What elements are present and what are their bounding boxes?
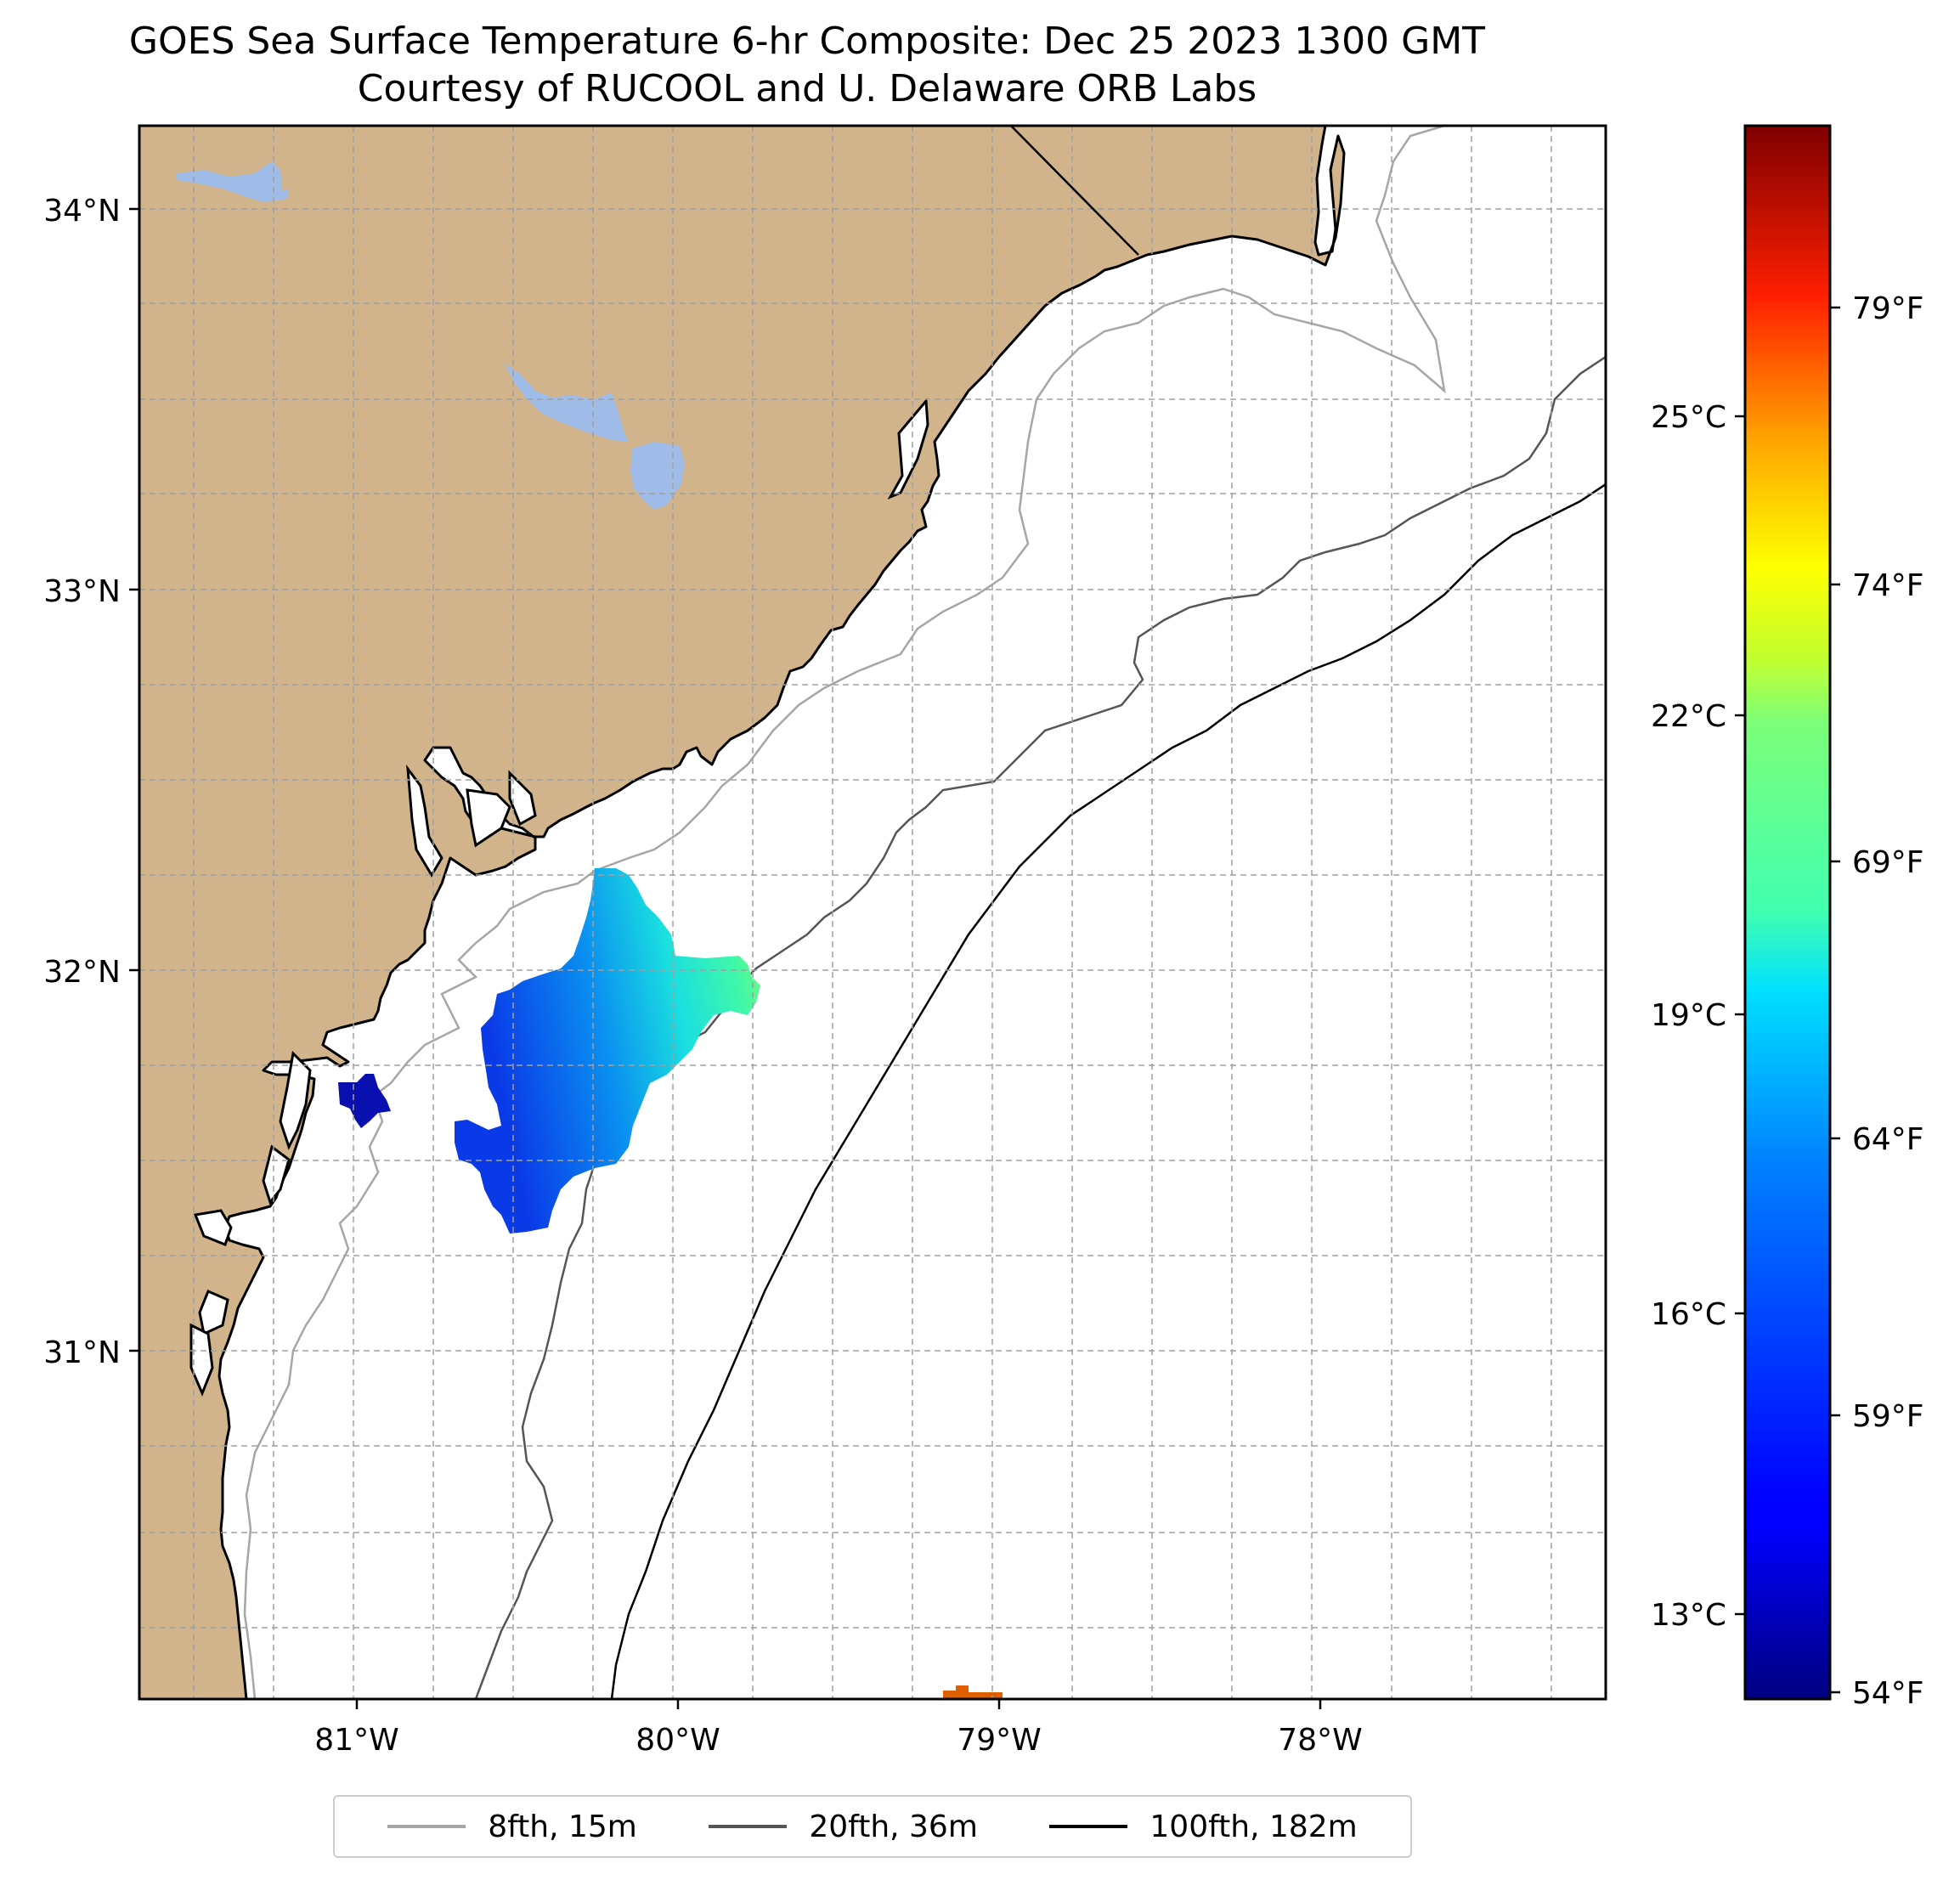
sst-patch-cold bbox=[338, 1074, 391, 1128]
colorbar bbox=[1743, 124, 1832, 1701]
colorbar-label-c-13: 13°C bbox=[1651, 1598, 1726, 1633]
contour-8fth bbox=[243, 126, 1446, 1699]
lon-label-79: 79°W bbox=[957, 1723, 1041, 1758]
colorbar-label-f-59: 59°F bbox=[1852, 1399, 1924, 1434]
colorbar-label-f-79: 79°F bbox=[1852, 291, 1924, 326]
legend-entry-8fth: 8fth, 15m bbox=[387, 1809, 637, 1844]
contour-legend: 8fth, 15m 20fth, 36m 100fth, 182m bbox=[333, 1795, 1412, 1858]
colorbar-label-f-69: 69°F bbox=[1852, 845, 1924, 880]
colorbar-label-f-64: 64°F bbox=[1852, 1122, 1924, 1157]
legend-label-100fth: 100fth, 182m bbox=[1149, 1809, 1358, 1844]
sst-patch-main bbox=[455, 868, 760, 1234]
map-subtitle: Courtesy of RUCOOL and U. Delaware ORB L… bbox=[357, 67, 1257, 110]
colorbar-label-f-74: 74°F bbox=[1852, 568, 1924, 603]
legend-line-20fth bbox=[709, 1825, 788, 1828]
state-border bbox=[1010, 126, 1139, 256]
inlet bbox=[189, 1323, 214, 1397]
inlet bbox=[887, 398, 929, 500]
colorbar-label-c-16: 16°C bbox=[1651, 1297, 1726, 1332]
lat-label-33: 33°N bbox=[43, 574, 121, 609]
inlet bbox=[279, 1050, 312, 1150]
inlet bbox=[198, 1290, 229, 1336]
lake-marion bbox=[177, 161, 289, 202]
inlet bbox=[193, 1209, 233, 1246]
sst-warm-pixel bbox=[943, 1685, 1003, 1699]
contour-20fth bbox=[474, 355, 1606, 1699]
lake-moultrie bbox=[505, 364, 629, 442]
map-area bbox=[139, 126, 1606, 1699]
colorbar-label-c-22: 22°C bbox=[1651, 699, 1726, 734]
lon-label-81: 81°W bbox=[314, 1723, 398, 1758]
colorbar-label-f-54: 54°F bbox=[1852, 1676, 1924, 1711]
legend-line-100fth bbox=[1049, 1825, 1128, 1828]
colorbar-ticks bbox=[1735, 306, 1840, 1694]
map-title: GOES Sea Surface Temperature 6-hr Compos… bbox=[128, 20, 1486, 63]
lat-label-32: 32°N bbox=[43, 955, 121, 990]
lake-small bbox=[630, 442, 685, 510]
inlet bbox=[466, 788, 511, 848]
inlet bbox=[406, 764, 443, 878]
lon-label-78: 78°W bbox=[1278, 1723, 1362, 1758]
legend-label-20fth: 20fth, 36m bbox=[809, 1809, 978, 1844]
colorbar-label-c-19: 19°C bbox=[1651, 998, 1726, 1033]
legend-line-8fth bbox=[387, 1825, 466, 1828]
axis-ticks bbox=[129, 207, 1322, 1709]
lat-label-34: 34°N bbox=[43, 194, 121, 229]
map-frame bbox=[138, 124, 1607, 1701]
inlet bbox=[508, 770, 537, 827]
legend-entry-100fth: 100fth, 182m bbox=[1049, 1809, 1358, 1844]
graticule bbox=[139, 126, 1606, 1699]
lon-label-80: 80°W bbox=[635, 1723, 720, 1758]
contour-100fth bbox=[610, 483, 1606, 1699]
colorbar-label-c-25: 25°C bbox=[1651, 400, 1726, 435]
lat-label-31: 31°N bbox=[43, 1335, 121, 1370]
legend-entry-20fth: 20fth, 36m bbox=[709, 1809, 978, 1844]
legend-label-8fth: 8fth, 15m bbox=[488, 1809, 637, 1844]
